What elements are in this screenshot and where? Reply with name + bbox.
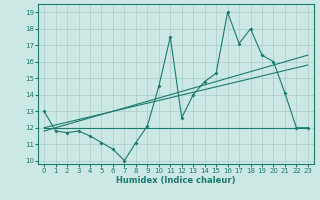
X-axis label: Humidex (Indice chaleur): Humidex (Indice chaleur) <box>116 176 236 185</box>
